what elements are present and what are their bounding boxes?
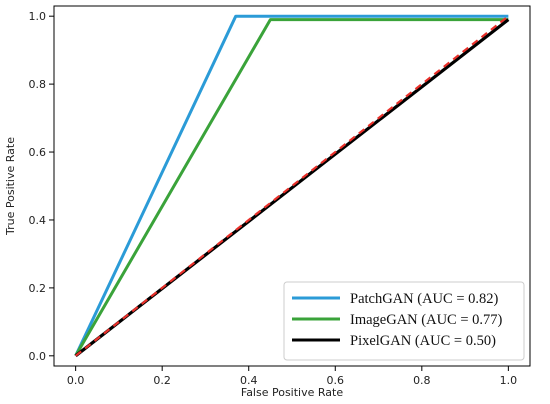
x-tick-label: 1.0 [500,374,518,387]
series-line-pixelgan [74,18,510,358]
y-tick-label: 0.6 [29,146,47,159]
x-tick-label: 0.4 [240,374,258,387]
x-tick-label: 0.0 [67,374,85,387]
x-axis-title: False Positive Rate [241,386,343,399]
y-axis-title: True Positive Rate [4,137,17,236]
legend-box [283,281,525,361]
y-tick-label: 1.0 [29,10,47,23]
y-tick-label: 0.8 [29,78,47,91]
x-tick-label: 0.6 [327,374,345,387]
x-tick-label: 0.8 [413,374,431,387]
reference-diagonal-line [74,15,510,357]
x-tick-label: 0.2 [153,374,171,387]
series-line-patchgan [74,14,509,357]
axes: 0.0 0.2 0.4 0.6 0.8 1.0 0.0 0.2 0.4 0.6 0.8 1.0 Fals… [4,5,531,399]
plot-frame [53,5,531,367]
plot-area [74,14,510,358]
y-tick-label: 0.2 [29,282,47,295]
legend-label-patchgan: PatchGAN (AUC = 0.82) [350,291,498,307]
legend: PatchGAN (AUC = 0.82) ImageGAN (AUC = 0.7… [283,281,525,361]
legend-label-imagegan: ImageGAN (AUC = 0.77) [350,312,503,328]
legend-label-pixelgan: PixelGAN (AUC = 0.50) [350,333,496,349]
y-tick-label: 0.4 [29,214,47,227]
y-tick-label: 0.0 [29,350,47,363]
series-line-imagegan [74,18,509,357]
